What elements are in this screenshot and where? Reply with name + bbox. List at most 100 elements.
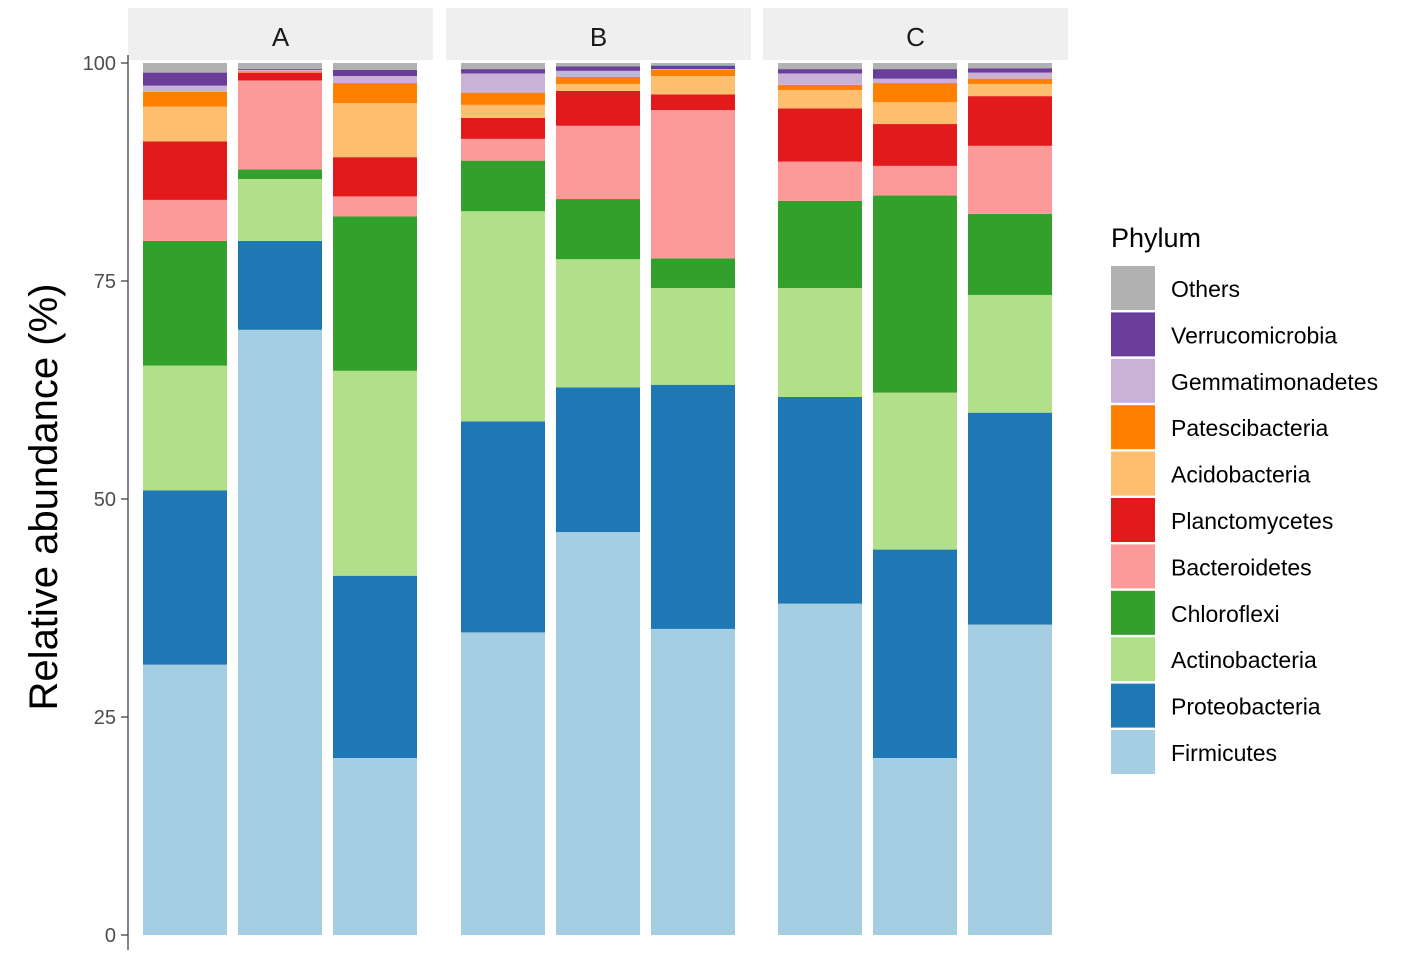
legend-label: Chloroflexi — [1171, 601, 1280, 627]
bar-segment-planctomycetes — [968, 96, 1052, 146]
legend-item-others: Others — [1111, 266, 1240, 310]
y-tick-label: 50 — [94, 489, 116, 511]
bar-segment-acidobacteria — [461, 104, 545, 118]
bar-segment-actinobacteria — [873, 392, 957, 550]
bar-segment-bacteroidetes — [968, 145, 1052, 214]
legend-item-verrucomicrobia: Verrucomicrobia — [1111, 312, 1337, 357]
bar-segment-planctomycetes — [238, 72, 322, 81]
bar-segment-gemmatimonadetes — [651, 69, 735, 70]
bar-segment-patescibacteria — [143, 91, 227, 107]
legend-label: Others — [1171, 276, 1240, 302]
legend-item-planctomycetes: Planctomycetes — [1111, 498, 1333, 542]
bar-segment-bacteroidetes — [143, 199, 227, 241]
legend-label: Gemmatimonadetes — [1171, 369, 1378, 395]
legend-item-bacteroidetes: Bacteroidetes — [1111, 544, 1312, 589]
bar-segment-chloroflexi — [461, 160, 545, 212]
facet-strip-b — [446, 8, 751, 60]
legend-swatch — [1111, 358, 1155, 403]
bar-segment-patescibacteria — [556, 76, 640, 84]
bar-segment-acidobacteria — [778, 90, 862, 109]
bar-segment-acidobacteria — [333, 103, 417, 158]
bar-segment-acidobacteria — [556, 83, 640, 91]
facet-strip-c — [763, 8, 1068, 60]
bar-segment-actinobacteria — [333, 370, 417, 576]
bar-segment-planctomycetes — [651, 94, 735, 111]
y-tick-label: 100 — [83, 53, 116, 75]
bar-segment-verrucomicrobia — [333, 69, 417, 77]
bar-b-1 — [461, 63, 545, 935]
facet-strip-a — [128, 8, 433, 60]
bar-segment-firmicutes — [333, 757, 417, 935]
bar-segment-gemmatimonadetes — [461, 73, 545, 93]
bar-segment-others — [333, 63, 417, 70]
bar-segment-planctomycetes — [873, 124, 957, 166]
bar-segment-others — [556, 63, 640, 67]
facet-label: C — [906, 22, 925, 52]
bar-segment-proteobacteria — [556, 387, 640, 533]
bar-segment-actinobacteria — [238, 178, 322, 241]
bar-segment-proteobacteria — [143, 490, 227, 665]
legend-label: Planctomycetes — [1171, 508, 1333, 534]
legend-item-chloroflexi: Chloroflexi — [1111, 590, 1280, 635]
legend-item-firmicutes: Firmicutes — [1111, 730, 1277, 774]
facet-strips: A B C — [128, 8, 1068, 60]
bar-segment-bacteroidetes — [461, 138, 545, 161]
bar-segment-verrucomicrobia — [968, 68, 1052, 73]
bar-segment-verrucomicrobia — [556, 66, 640, 71]
bar-segment-acidobacteria — [968, 83, 1052, 97]
bar-a-2 — [238, 63, 322, 935]
legend-label: Bacteroidetes — [1171, 554, 1312, 580]
bar-segment-proteobacteria — [238, 240, 322, 330]
legend-item-actinobacteria: Actinobacteria — [1111, 637, 1317, 682]
bar-c-1 — [778, 63, 862, 935]
bar-segment-firmicutes — [143, 664, 227, 935]
bar-segment-verrucomicrobia — [238, 69, 322, 70]
legend-swatch — [1111, 266, 1155, 310]
y-tick-label: 0 — [105, 925, 116, 947]
bar-segment-bacteroidetes — [238, 80, 322, 170]
bar-segment-acidobacteria — [238, 71, 322, 73]
legend-swatch — [1111, 730, 1155, 774]
bar-segment-patescibacteria — [968, 78, 1052, 84]
bar-segment-chloroflexi — [333, 216, 417, 371]
bar-segment-patescibacteria — [461, 92, 545, 105]
bar-segment-gemmatimonadetes — [333, 76, 417, 84]
bar-segment-acidobacteria — [651, 76, 735, 95]
bar-segment-gemmatimonadetes — [968, 72, 1052, 79]
bar-segment-bacteroidetes — [651, 110, 735, 259]
bar-b-3 — [651, 63, 735, 935]
bar-segment-patescibacteria — [333, 83, 417, 104]
bar-segment-patescibacteria — [873, 83, 957, 103]
bar-segment-patescibacteria — [238, 70, 322, 72]
bar-segment-planctomycetes — [143, 141, 227, 200]
bar-segment-firmicutes — [556, 532, 640, 935]
bar-segment-others — [651, 63, 735, 66]
bar-segment-actinobacteria — [968, 294, 1052, 413]
bar-segment-actinobacteria — [651, 287, 735, 385]
y-tick-label: 75 — [94, 271, 116, 293]
legend-swatch — [1111, 590, 1155, 635]
bar-c-3 — [968, 63, 1052, 935]
bar-segment-proteobacteria — [778, 396, 862, 604]
bar-segment-chloroflexi — [143, 240, 227, 366]
legend-title: Phylum — [1111, 223, 1201, 253]
bar-segment-actinobacteria — [143, 365, 227, 491]
bar-segment-bacteroidetes — [556, 125, 640, 200]
bar-segment-gemmatimonadetes — [238, 69, 322, 71]
bar-segment-verrucomicrobia — [651, 65, 735, 70]
bar-segment-firmicutes — [461, 632, 545, 935]
bar-segment-bacteroidetes — [873, 165, 957, 196]
legend-item-gemmatimonadetes: Gemmatimonadetes — [1111, 358, 1378, 403]
bar-segment-others — [461, 63, 545, 70]
bar-a-3 — [333, 63, 417, 935]
y-axis-label: Relative abundance (%) — [22, 284, 66, 711]
bar-segment-gemmatimonadetes — [778, 73, 862, 85]
bar-segment-proteobacteria — [333, 575, 417, 758]
bar-segment-gemmatimonadetes — [873, 78, 957, 84]
bar-segment-proteobacteria — [873, 549, 957, 758]
bar-segment-chloroflexi — [968, 213, 1052, 295]
bar-segment-acidobacteria — [873, 102, 957, 125]
bar-segment-proteobacteria — [461, 421, 545, 633]
bar-segment-planctomycetes — [556, 90, 640, 126]
